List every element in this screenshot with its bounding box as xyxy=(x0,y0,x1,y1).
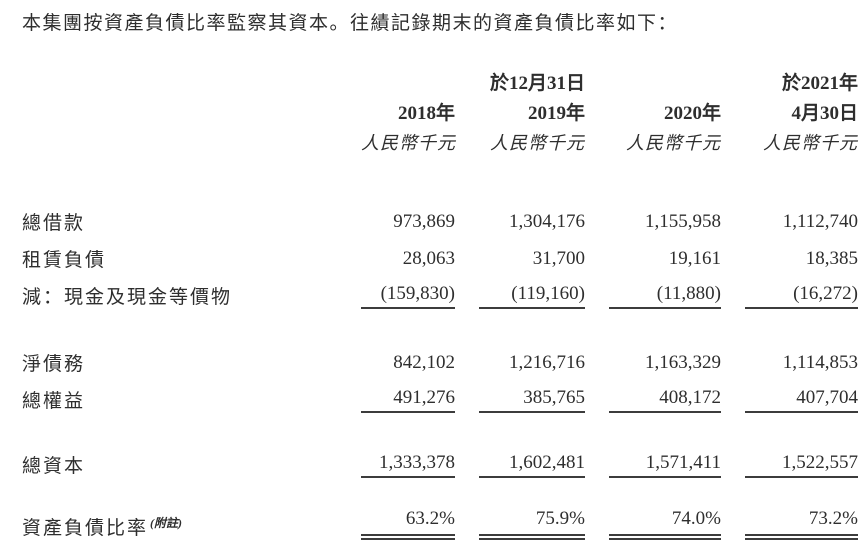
table-row-total-capital: 總資本 1,333,378 1,602,481 1,571,411 1,522,… xyxy=(22,441,858,478)
value-cell: 385,765 xyxy=(455,376,585,413)
table-row-less-cash-equivalents: 減：現金及現金等價物 (159,830) (119,160) (11,880) … xyxy=(22,272,858,309)
table-row-total-equity: 總權益 491,276 385,765 408,172 407,704 xyxy=(22,376,858,413)
value-cell: 19,161 xyxy=(668,248,721,269)
header-as-at-2021: 於2021年 xyxy=(781,73,858,94)
spacer-row xyxy=(22,413,858,441)
unit-rmb-thousand: 人民幣千元 xyxy=(626,133,721,153)
value-cell: 1,333,378 xyxy=(337,441,455,478)
header-empty-cell xyxy=(337,68,455,97)
header-empty-cell xyxy=(585,68,721,97)
value-cell: (159,830) xyxy=(337,272,455,309)
value-cell: 407,704 xyxy=(721,376,858,413)
spacer-row xyxy=(22,157,858,198)
row-label-total-equity: 總權益 xyxy=(22,391,86,412)
value-cell: 1,571,411 xyxy=(585,441,721,478)
header-empty-cell xyxy=(22,127,337,157)
header-year-2020: 2020年 xyxy=(663,103,721,124)
value-cell: 28,063 xyxy=(402,248,455,269)
intro-text: 本集團按資產負債比率監察其資本。往績記錄期末的資產負債比率如下： xyxy=(22,13,679,34)
spacer-row xyxy=(22,309,858,339)
table-row-lease-liabilities: 租賃負債 28,063 31,700 19,161 18,385 xyxy=(22,235,858,272)
value-cell: 1,602,481 xyxy=(455,441,585,478)
value-cell: 408,172 xyxy=(585,376,721,413)
header-empty-cell xyxy=(22,97,337,127)
header-row-unit: 人民幣千元 人民幣千元 人民幣千元 人民幣千元 xyxy=(22,127,858,157)
value-cell: 1,304,176 xyxy=(509,211,585,232)
header-row-period: 於12月31日 於2021年 xyxy=(22,68,858,97)
spacer-row xyxy=(22,478,858,500)
value-cell: (16,272) xyxy=(721,272,858,309)
value-cell: 1,155,958 xyxy=(645,211,721,232)
value-cell: 1,216,716 xyxy=(509,352,585,373)
value-cell: 75.9% xyxy=(455,500,585,540)
value-cell: 1,114,853 xyxy=(782,352,858,373)
table-row-gearing-ratio: 資產負債比率 (附註) 63.2% 75.9% 74.0% 73.2% xyxy=(22,500,858,540)
row-label-total-borrowings: 總借款 xyxy=(22,213,86,234)
header-date-apr30: 4月30日 xyxy=(791,103,858,124)
value-cell: 73.2% xyxy=(721,500,858,540)
header-empty-cell xyxy=(22,68,337,97)
value-cell: 842,102 xyxy=(393,352,455,373)
row-label-lease-liabilities: 租賃負債 xyxy=(22,250,107,271)
value-cell: 1,163,329 xyxy=(645,352,721,373)
footnote-marker: (附註) xyxy=(150,515,183,530)
gearing-ratio-table: 於12月31日 於2021年 2018年 2019年 2020年 4月30日 人… xyxy=(22,68,858,540)
row-label-total-capital: 總資本 xyxy=(22,456,86,477)
table-row-net-debt: 淨債務 842,102 1,216,716 1,163,329 1,114,85… xyxy=(22,339,858,376)
value-cell: 18,385 xyxy=(805,248,858,269)
unit-rmb-thousand: 人民幣千元 xyxy=(361,133,456,153)
value-cell: 1,522,557 xyxy=(721,441,858,478)
unit-rmb-thousand: 人民幣千元 xyxy=(763,133,858,153)
value-cell: 1,112,740 xyxy=(782,211,858,232)
value-cell: 973,869 xyxy=(393,211,455,232)
row-label-gearing-ratio: 資產負債比率 (附註) xyxy=(22,515,183,539)
row-label-net-debt: 淨債務 xyxy=(22,354,86,375)
unit-rmb-thousand: 人民幣千元 xyxy=(490,133,585,153)
table-row-total-borrowings: 總借款 973,869 1,304,176 1,155,958 1,112,74… xyxy=(22,198,858,235)
header-as-at-dec31: 於12月31日 xyxy=(489,73,585,94)
header-year-2018: 2018年 xyxy=(397,103,455,124)
value-cell: (119,160) xyxy=(455,272,585,309)
header-row-years: 2018年 2019年 2020年 4月30日 xyxy=(22,97,858,127)
value-cell: (11,880) xyxy=(585,272,721,309)
value-cell: 74.0% xyxy=(585,500,721,540)
value-cell: 491,276 xyxy=(337,376,455,413)
value-cell: 31,700 xyxy=(532,248,585,269)
value-cell: 63.2% xyxy=(337,500,455,540)
row-label-less-cash-equivalents: 減：現金及現金等價物 xyxy=(22,287,233,308)
header-year-2019: 2019年 xyxy=(527,103,585,124)
